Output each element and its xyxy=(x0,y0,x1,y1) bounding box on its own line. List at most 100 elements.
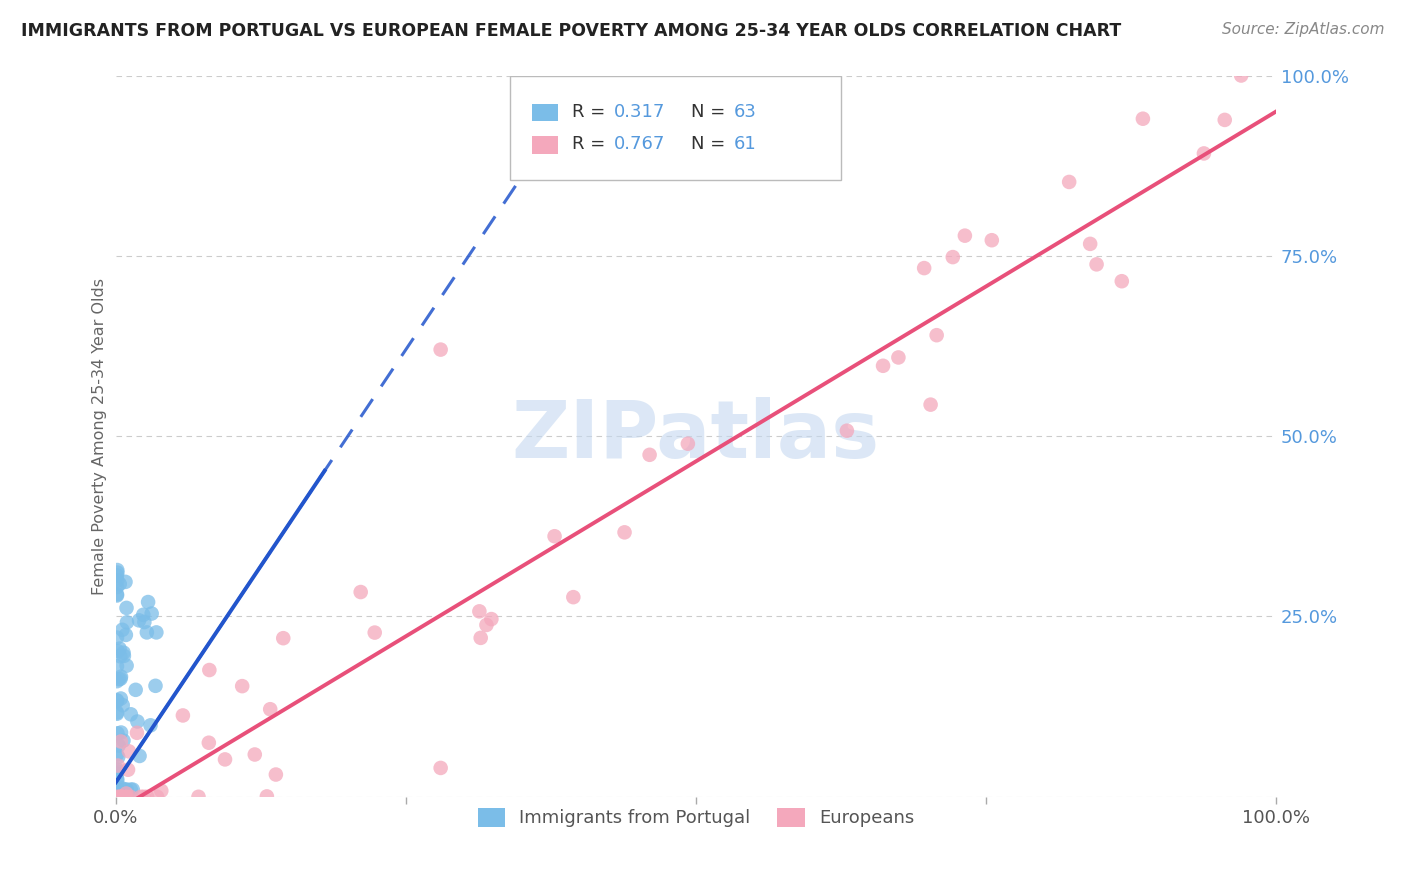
Point xyxy=(110,670,132,684)
Point xyxy=(942,250,965,264)
Point xyxy=(111,698,134,713)
Point xyxy=(105,587,128,601)
Point xyxy=(198,663,221,677)
Point xyxy=(105,693,128,707)
Point xyxy=(127,714,149,729)
Text: Source: ZipAtlas.com: Source: ZipAtlas.com xyxy=(1222,22,1385,37)
Point xyxy=(107,726,129,740)
Text: 0.767: 0.767 xyxy=(613,135,665,153)
Point xyxy=(872,359,894,373)
Text: IMMIGRANTS FROM PORTUGAL VS EUROPEAN FEMALE POVERTY AMONG 25-34 YEAR OLDS CORREL: IMMIGRANTS FROM PORTUGAL VS EUROPEAN FEM… xyxy=(21,22,1122,40)
Point xyxy=(105,706,128,721)
Point xyxy=(172,708,194,723)
Point xyxy=(114,789,136,804)
Point xyxy=(112,733,135,747)
Point xyxy=(105,773,128,788)
Point xyxy=(105,631,128,645)
Point xyxy=(105,580,128,594)
Point xyxy=(115,615,138,630)
Point xyxy=(925,328,948,343)
Point xyxy=(128,613,150,627)
Point xyxy=(105,566,128,580)
Text: 61: 61 xyxy=(734,135,756,153)
Point xyxy=(1213,112,1236,127)
Point xyxy=(139,718,162,732)
Text: R =: R = xyxy=(572,103,610,120)
Point xyxy=(105,764,128,779)
Point xyxy=(124,682,146,697)
Point xyxy=(1078,236,1101,251)
Point xyxy=(1085,257,1108,271)
Point xyxy=(470,631,492,645)
Point xyxy=(105,782,128,797)
Point xyxy=(110,725,132,739)
Point xyxy=(115,628,138,642)
Point xyxy=(118,744,141,758)
Point xyxy=(1111,274,1133,288)
Point xyxy=(105,772,128,786)
Point xyxy=(145,679,167,693)
Point xyxy=(107,739,129,753)
Point xyxy=(231,679,253,693)
Point xyxy=(912,261,935,276)
Point xyxy=(543,529,565,543)
Point xyxy=(108,789,131,804)
Point xyxy=(105,763,128,777)
Point xyxy=(114,782,136,797)
Point xyxy=(128,748,150,763)
Point xyxy=(105,674,128,689)
Point xyxy=(953,228,976,243)
Point xyxy=(108,641,131,656)
Point xyxy=(115,658,138,673)
Point xyxy=(111,623,134,637)
Point xyxy=(1132,112,1154,126)
Point xyxy=(115,789,138,804)
Point xyxy=(613,525,636,540)
Point xyxy=(112,646,135,660)
Point xyxy=(132,789,155,804)
Point xyxy=(350,585,373,599)
Text: 0.317: 0.317 xyxy=(613,103,665,120)
Point xyxy=(120,707,142,722)
Point xyxy=(110,691,132,706)
Point xyxy=(259,702,281,716)
Point xyxy=(887,351,910,365)
Point xyxy=(136,789,159,804)
Point xyxy=(121,782,143,797)
Point xyxy=(364,625,387,640)
Point xyxy=(214,752,236,766)
Point xyxy=(120,782,142,797)
Point xyxy=(129,789,152,804)
Point xyxy=(271,631,294,645)
Point xyxy=(105,767,128,781)
Point xyxy=(117,763,139,777)
Point xyxy=(111,789,134,804)
Point xyxy=(105,659,128,673)
Point xyxy=(105,706,128,720)
Point xyxy=(835,424,858,438)
Point xyxy=(110,649,132,664)
Text: N =: N = xyxy=(692,135,731,153)
Point xyxy=(146,789,169,804)
Point xyxy=(676,436,699,450)
Point xyxy=(111,789,134,804)
Point xyxy=(475,618,498,632)
Legend: Immigrants from Portugal, Europeans: Immigrants from Portugal, Europeans xyxy=(471,801,921,835)
Point xyxy=(115,787,138,801)
Point xyxy=(105,694,128,708)
Point xyxy=(105,644,128,658)
Point xyxy=(105,563,128,577)
Point xyxy=(105,747,128,762)
Point xyxy=(429,343,451,357)
FancyBboxPatch shape xyxy=(510,76,841,180)
Point xyxy=(120,789,142,804)
Point xyxy=(243,747,266,762)
Point xyxy=(107,758,129,772)
Point xyxy=(1230,69,1253,83)
Point xyxy=(110,672,132,686)
Point xyxy=(141,607,163,621)
Point xyxy=(150,783,173,797)
Text: ZIPatlas: ZIPatlas xyxy=(512,397,880,475)
Point xyxy=(110,789,132,804)
Point xyxy=(105,782,128,797)
